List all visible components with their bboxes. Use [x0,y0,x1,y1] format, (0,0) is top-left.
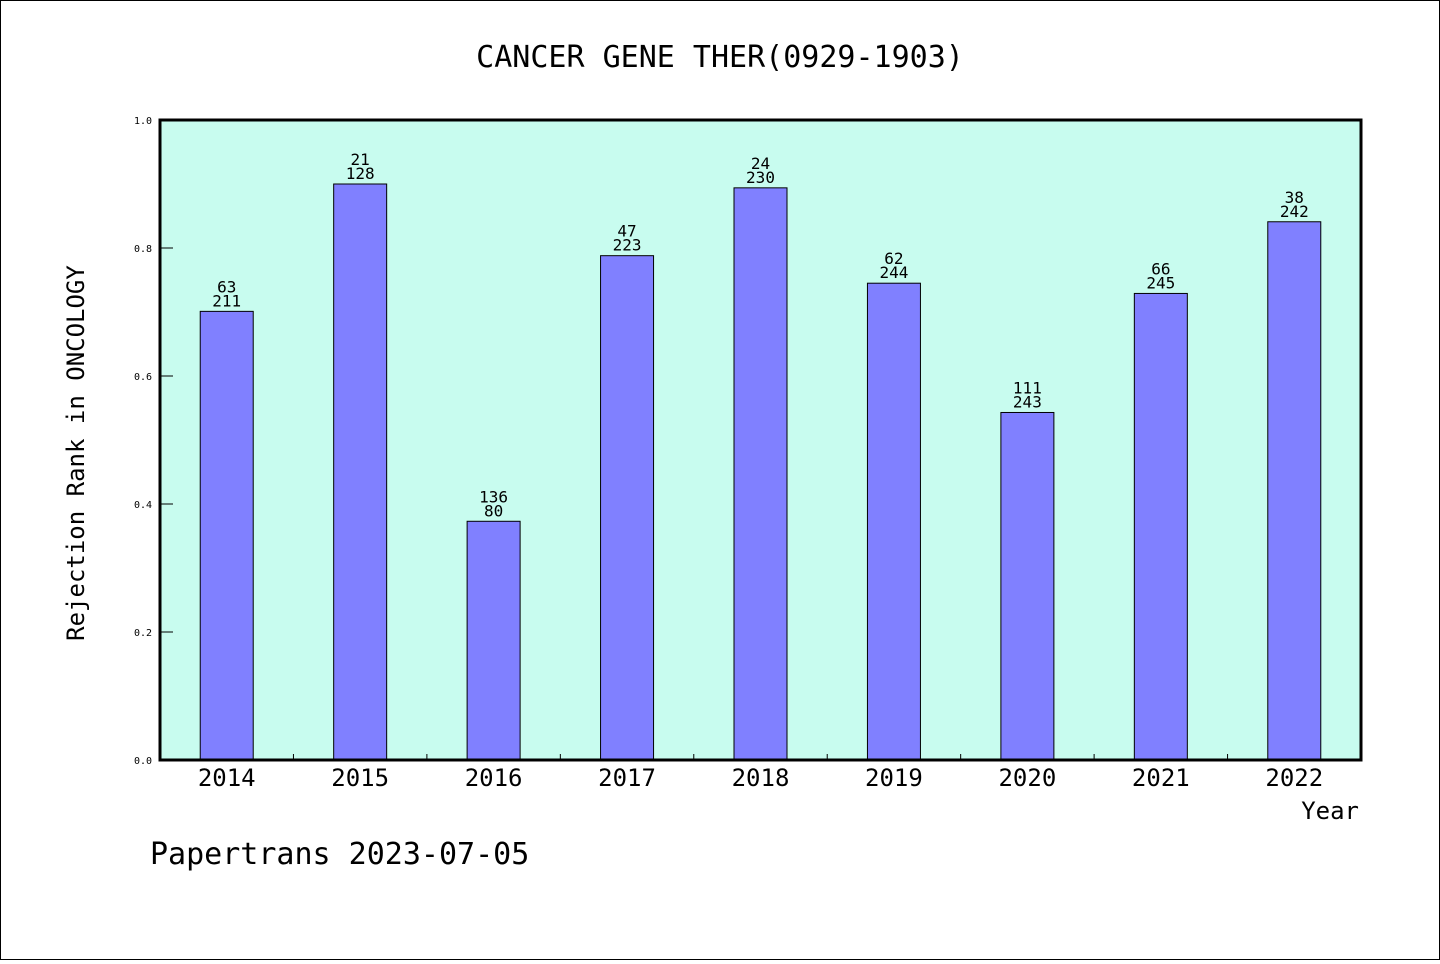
bar-label-top: 63 [217,277,236,296]
bar [1267,221,1322,761]
bar-label-top: 24 [751,154,770,173]
bars [199,183,1322,761]
y-tick-label: 0.4 [134,500,152,511]
bar [466,520,521,761]
x-tick-label: 2015 [331,764,389,792]
bar-label-top: 47 [617,222,636,241]
x-axis-ticks: 2014 2015 2016 2017 2018 2019 2020 2021 2022 [198,754,1323,792]
bar-labels: 6321121128136804722324230622441112436624… [212,150,1308,520]
x-tick-label: 2014 [198,764,256,792]
bar [333,183,388,761]
bar-label-top: 21 [351,150,370,169]
x-tick-label: 2020 [998,764,1056,792]
y-tick-label: 0.0 [134,756,152,767]
x-tick-label: 2022 [1265,764,1323,792]
bar [1000,411,1055,761]
bar [600,255,655,761]
y-tick-label: 0.2 [134,628,152,639]
plot-border [158,118,1363,762]
bar-label-bottom: 80 [484,501,503,520]
bar-label-bottom: 223 [613,236,642,255]
bar [1133,292,1188,761]
y-tick-label: 0.6 [134,372,152,383]
bar-label-top: 62 [884,249,903,268]
x-tick-label: 2018 [732,764,790,792]
bar-label-bottom: 245 [1146,273,1175,292]
x-tick-label: 2021 [1132,764,1190,792]
bar [866,282,921,761]
bar-label-top: 66 [1151,259,1170,278]
bar [199,310,254,761]
bar-label-bottom: 230 [746,168,775,187]
chart-title: CANCER GENE THER(0929-1903) [476,40,964,75]
bar-label-bottom: 243 [1013,392,1042,411]
bar-label-bottom: 242 [1280,202,1309,221]
y-tick-label: 0.8 [134,244,152,255]
x-tick-label: 2016 [465,764,523,792]
bar-label-top: 38 [1285,188,1304,207]
bar-label-bottom: 211 [212,291,241,310]
bar-label-bottom: 244 [879,263,908,282]
x-axis-label: Year [1301,797,1359,825]
footer-credit: Papertrans 2023-07-05 [150,837,529,872]
y-axis-label: Rejection Rank in ONCOLOGY [62,265,90,641]
bar-label-bottom: 128 [346,164,375,183]
bar-label-top: 111 [1013,378,1042,397]
x-tick-label: 2019 [865,764,923,792]
x-tick-label: 2017 [598,764,656,792]
bar [733,187,788,761]
bar-label-top: 136 [479,487,508,506]
y-tick-label: 1.0 [134,116,152,127]
